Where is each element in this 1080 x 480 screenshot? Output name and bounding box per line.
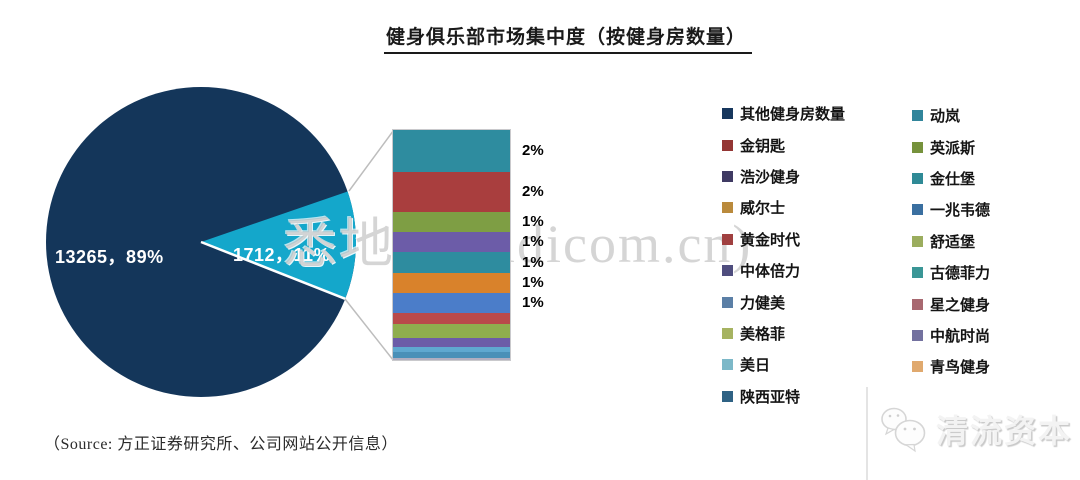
legend-swatch: [722, 202, 733, 214]
legend-item: 古德菲力: [912, 257, 990, 288]
legend-label: 金仕堡: [930, 171, 976, 188]
bar-segment-古德菲力: [393, 347, 510, 352]
bar-percent-label-金钥匙: 2%: [522, 183, 544, 200]
bar-percent-label-一兆韦德: 1%: [522, 294, 544, 311]
connector-line-top: [348, 130, 395, 192]
bar-percent-label-动岚: 2%: [522, 142, 544, 159]
legend-label: 美格菲: [740, 326, 786, 343]
legend-swatch: [912, 298, 923, 310]
bar-percent-label-金仕堡: 1%: [522, 253, 544, 271]
bar-percent-label-威尔士: 1%: [522, 274, 544, 291]
legend-item: 陕西亚特: [722, 381, 845, 412]
legend-swatch: [722, 108, 733, 120]
chart-title: 健身俱乐部市场集中度（按健身房数量）: [383, 22, 753, 54]
legend-swatch: [912, 141, 923, 153]
legend-label: 英派斯: [930, 140, 976, 157]
bar-segment-金钥匙: [393, 172, 510, 212]
legend-column-right: 动岚英派斯金仕堡一兆韦德舒适堡古德菲力星之健身中航时尚青鸟健身: [912, 100, 990, 383]
bar-segment-金仕堡: [393, 252, 510, 273]
bar-segment-舒适堡: [393, 324, 510, 338]
legend-item: 浩沙健身: [722, 161, 845, 192]
legend-item: 英派斯: [912, 131, 990, 162]
legend-label: 舒适堡: [930, 234, 976, 251]
legend-item: 青鸟健身: [912, 351, 990, 382]
legend-swatch: [912, 361, 923, 373]
stacked-bar: [393, 130, 510, 360]
legend-label: 美日: [740, 358, 771, 375]
bar-segment-中体倍力: [393, 338, 510, 347]
legend-swatch: [722, 139, 733, 151]
legend-swatch: [722, 390, 733, 402]
legend-swatch: [722, 359, 733, 371]
legend-label: 陕西亚特: [740, 389, 801, 406]
legend-swatch: [912, 172, 923, 184]
legend-item: 其他健身房数量: [722, 98, 845, 129]
pie-label-brands: 1712，11%: [233, 245, 331, 265]
bar-segment-黄金时代: [393, 313, 510, 324]
legend-label: 金钥匙: [740, 138, 786, 155]
legend-item: 金仕堡: [912, 163, 990, 194]
slice-separator-line: [200, 240, 346, 300]
bar-segment-动岚: [393, 130, 510, 172]
legend-item: 黄金时代: [722, 224, 845, 255]
legend-label: 中体倍力: [740, 264, 801, 281]
chat-bubbles-icon: [881, 407, 926, 453]
pie-slice-brands: [201, 191, 357, 299]
bar-segment-minor-12: [393, 358, 510, 360]
legend-label: 力健美: [740, 295, 786, 312]
bar-segment-一兆韦德: [393, 293, 510, 313]
legend-swatch: [912, 110, 923, 122]
legend-label: 浩沙健身: [740, 169, 801, 186]
legend-item: 中航时尚: [912, 320, 990, 351]
bar-segment-浩沙健身: [393, 232, 510, 252]
legend-swatch: [912, 329, 923, 341]
connector-line-bottom: [344, 298, 395, 361]
brand-logo: 清流资本: [880, 404, 1072, 454]
watermark: 悉地网(xidicom.cn): [283, 214, 753, 274]
legend-item: 星之健身: [912, 288, 990, 319]
pie-label-other: 13265，89%: [55, 247, 164, 267]
legend-label: 星之健身: [930, 297, 991, 314]
legend-item: 威尔士: [722, 192, 845, 223]
bar-percent-label-浩沙健身: 1%: [522, 233, 544, 250]
legend-label: 一兆韦德: [930, 203, 991, 220]
legend-swatch: [722, 170, 733, 182]
legend-swatch: [722, 233, 733, 245]
source-note: （Source: 方正证券研究所、公司网站公开信息）: [44, 436, 398, 453]
legend-label: 动岚: [930, 109, 961, 126]
legend-item: 美日: [722, 349, 845, 380]
bar-segment-陕西亚特: [393, 352, 510, 358]
legend-item: 美格菲: [722, 318, 845, 349]
legend-label: 黄金时代: [740, 232, 801, 249]
legend-label: 青鸟健身: [930, 360, 991, 377]
bar-segment-英派斯: [393, 212, 510, 232]
legend-swatch: [722, 327, 733, 339]
legend-column-left: 其他健身房数量 金钥匙浩沙健身威尔士黄金时代中体倍力力健美美格菲美日陕西亚特: [722, 98, 845, 412]
legend-label: 威尔士: [740, 201, 786, 218]
legend-item: 舒适堡: [912, 226, 990, 257]
legend-item: 动岚: [912, 100, 990, 131]
bar-percent-label-英派斯: 1%: [522, 213, 544, 230]
legend-item: 力健美: [722, 286, 845, 317]
legend-swatch: [722, 265, 733, 277]
legend-item: 中体倍力: [722, 255, 845, 286]
logo-text: 清流资本: [936, 413, 1073, 449]
legend-swatch: [722, 296, 733, 308]
legend-swatch: [912, 267, 923, 279]
legend-label: 中航时尚: [930, 328, 991, 345]
legend-swatch: [912, 204, 923, 216]
divider-line: [866, 387, 868, 480]
bar-segment-威尔士: [393, 273, 510, 293]
legend-label: 其他健身房数量: [740, 107, 846, 124]
chart-title-text: 健身俱乐部市场集中度（按健身房数量）: [383, 22, 753, 54]
legend-swatch: [912, 235, 923, 247]
legend-item: 金钥匙: [722, 129, 845, 160]
legend-item: 一兆韦德: [912, 194, 990, 225]
legend-label: 古德菲力: [930, 266, 991, 283]
